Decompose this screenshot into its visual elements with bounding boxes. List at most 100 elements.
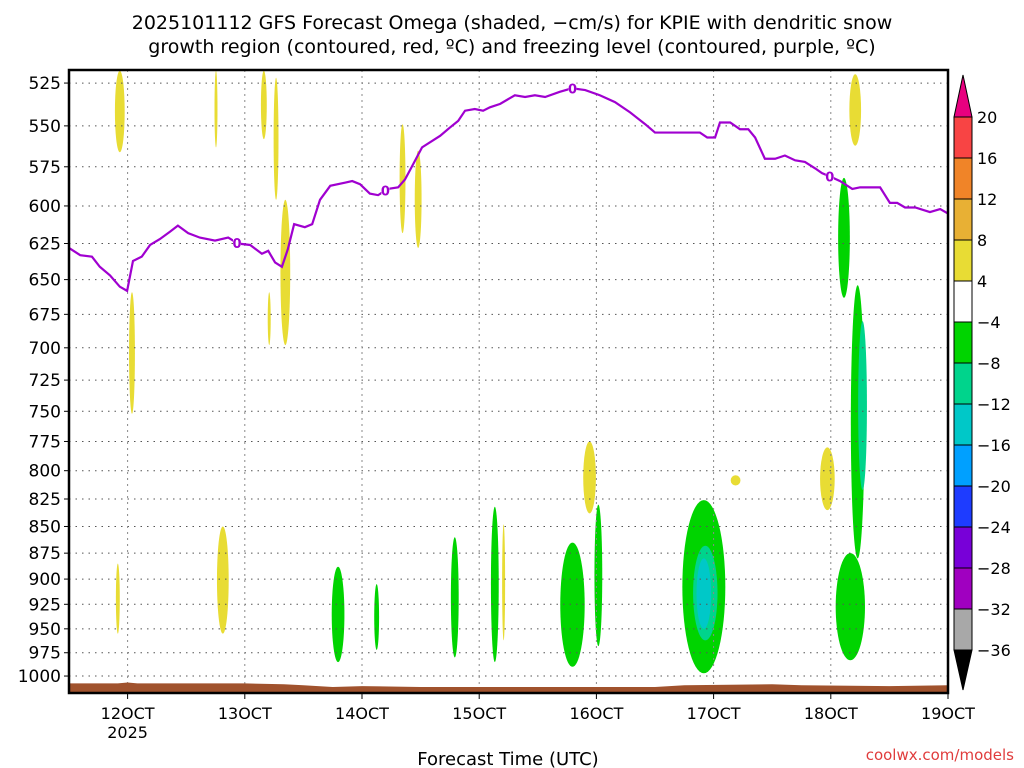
- credit-link[interactable]: coolwx.com/models: [866, 746, 1014, 764]
- y-tick-label: 750: [29, 402, 61, 422]
- omega-region: [214, 70, 218, 148]
- x-axis-label: Forecast Time (UTC): [417, 749, 598, 768]
- contour-label-bg: [825, 169, 834, 183]
- x-tick-label: 12OCT: [101, 704, 155, 723]
- omega-region: [849, 74, 862, 146]
- y-tick-label: 800: [29, 462, 61, 482]
- contour-label-bg: [381, 183, 390, 197]
- x-tick-label: 18OCT: [804, 704, 858, 723]
- y-tick-label: 675: [29, 305, 61, 325]
- omega-region: [273, 77, 279, 200]
- colorbar-box: [953, 198, 973, 241]
- omega-region: [114, 70, 125, 153]
- y-tick-label: 875: [29, 544, 61, 564]
- colorbar-box: [953, 567, 973, 610]
- freezing-level-label: 0: [825, 170, 834, 185]
- plot-frame: [67, 68, 950, 695]
- omega-region: [260, 70, 267, 140]
- colorbar-label: −28: [977, 559, 1011, 578]
- y-tick-label: 525: [29, 74, 61, 94]
- colorbar-box: [953, 403, 973, 446]
- colorbar-label: 20: [977, 108, 997, 127]
- x-tick-label: 19OCT: [921, 704, 975, 723]
- colorbar-label: 4: [977, 272, 987, 291]
- colorbar-label: −32: [977, 600, 1011, 619]
- omega-region: [730, 475, 741, 486]
- omega-region: [490, 506, 499, 663]
- y-tick-label: 975: [29, 644, 61, 664]
- colorbar-label: −8: [977, 354, 1001, 373]
- colorbar-label: 8: [977, 231, 987, 250]
- y-tick-label: 600: [29, 197, 61, 217]
- omega-region: [115, 563, 120, 634]
- freezing-level-label: 0: [568, 82, 577, 97]
- plot-area: 0 0 0 0 525 550 575 600 625 650 675 700 725 750 775 800…: [18, 68, 975, 742]
- colorbar-box: [953, 608, 973, 651]
- omega-region: [820, 447, 835, 511]
- x-year-label: 2025: [107, 723, 148, 742]
- x-tick-label: 16OCT: [569, 704, 623, 723]
- colorbar-label: −24: [977, 518, 1011, 537]
- omega-region: [414, 150, 422, 248]
- omega-region: [858, 321, 867, 491]
- x-tick-label: 13OCT: [218, 704, 272, 723]
- colorbar-label: −4: [977, 313, 1001, 332]
- freezing-level-label: 0: [381, 184, 390, 199]
- chart-title-line2: growth region (contoured, red, ºC) and f…: [148, 36, 875, 58]
- colorbar-label: 12: [977, 190, 997, 209]
- colorbar-box: [953, 116, 973, 159]
- terrain-surface: [69, 682, 948, 693]
- y-tick-label: 900: [29, 570, 61, 590]
- y-tick-label: 825: [29, 490, 61, 510]
- contour-label-bg: [568, 81, 577, 95]
- colorbar-label: −12: [977, 395, 1011, 414]
- y-tick-label: 1000: [18, 667, 61, 687]
- omega-region: [331, 566, 345, 663]
- colorbar-box: [953, 444, 973, 487]
- y-tick-label: 950: [29, 620, 61, 640]
- colorbar-box: [953, 157, 973, 200]
- colorbar-box: [953, 362, 973, 405]
- omega-region: [583, 441, 596, 514]
- colorbar-label: −36: [977, 641, 1011, 660]
- contour-label-bg: [232, 235, 241, 249]
- omega-region: [502, 524, 506, 641]
- colorbar-label: 16: [977, 149, 997, 168]
- y-tick-label: 550: [29, 117, 61, 137]
- omega-region: [267, 292, 271, 346]
- chart-title-line1: 2025101112 GFS Forecast Omega (shaded, −…: [132, 12, 893, 34]
- colorbar-label: −20: [977, 477, 1011, 496]
- colorbar: 20 16 12 8 4 −4 −8 −12 −16 −20 −24 −28 −32 −36: [953, 74, 1011, 691]
- y-tick-label: 700: [29, 339, 61, 359]
- omega-region: [696, 558, 712, 629]
- omega-region: [374, 584, 380, 650]
- x-tick-label: 14OCT: [335, 704, 389, 723]
- colorbar-box: [953, 485, 973, 528]
- colorbar-box: [953, 526, 973, 569]
- freezing-level-line: [69, 87, 948, 293]
- y-tick-label: 725: [29, 371, 61, 391]
- freezing-level-label: 0: [232, 237, 241, 252]
- x-tick-label: 17OCT: [687, 704, 741, 723]
- omega-region: [129, 292, 135, 414]
- colorbar-box: [953, 239, 973, 282]
- plot-inner: 0 0 0 0: [69, 70, 948, 693]
- y-tick-label: 925: [29, 595, 61, 615]
- colorbar-box: [953, 280, 973, 323]
- y-tick-label: 575: [29, 158, 61, 178]
- colorbar-under-triangle: [953, 649, 973, 691]
- colorbar-label: −16: [977, 436, 1011, 455]
- colorbar-over-triangle: [953, 74, 973, 118]
- omega-region: [280, 199, 291, 346]
- y-tick-label: 625: [29, 235, 61, 255]
- omega-region: [838, 177, 850, 298]
- omega-region: [450, 537, 459, 658]
- omega-region: [594, 504, 603, 647]
- omega-region: [835, 553, 865, 661]
- colorbar-box: [953, 321, 973, 364]
- y-tick-label: 775: [29, 432, 61, 452]
- x-tick-label: 15OCT: [452, 704, 506, 723]
- y-tick-label: 850: [29, 517, 61, 537]
- omega-region: [216, 526, 229, 634]
